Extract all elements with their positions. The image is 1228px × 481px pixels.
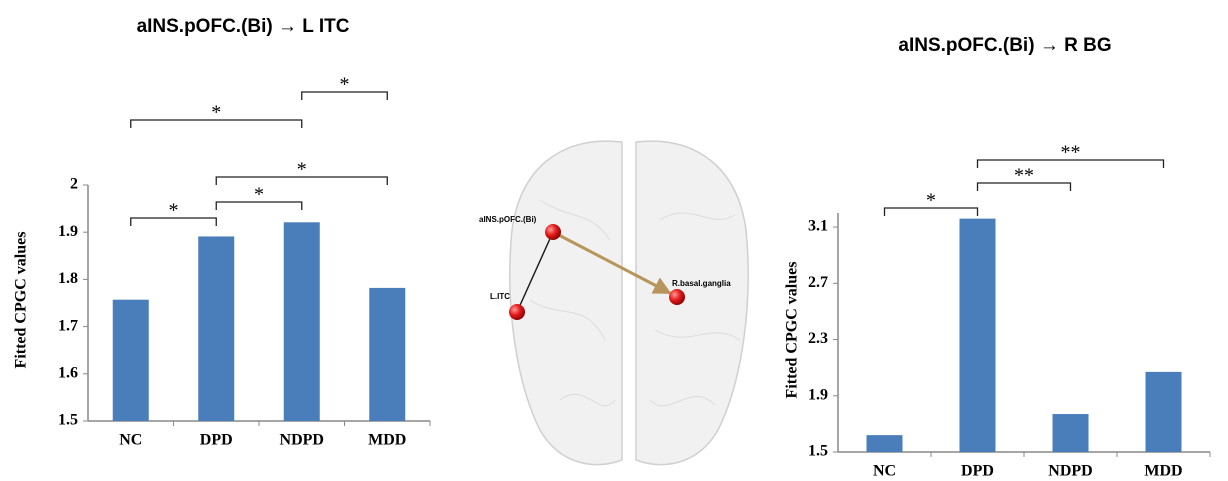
x-tick-label: MDD: [1144, 463, 1182, 480]
significance-label: *: [254, 184, 264, 206]
y-tick-label: 2.7: [808, 274, 828, 291]
bar: [867, 435, 903, 452]
y-tick-label: 2.3: [808, 330, 828, 347]
bar: [1146, 372, 1182, 452]
node-label: aINS.pOFC.(Bi): [479, 215, 537, 224]
significance-label: **: [1061, 142, 1081, 164]
y-axis-label: Fitted CPGC values: [784, 262, 801, 399]
bar: [1053, 414, 1089, 452]
bar: [284, 222, 320, 421]
y-tick-label: 1.6: [58, 364, 78, 381]
node-label: R.basal.ganglia: [672, 279, 731, 288]
significance-label: *: [926, 190, 936, 212]
x-tick-label: NDPD: [1048, 463, 1092, 480]
y-tick-label: 1.9: [808, 386, 828, 403]
chart-title: aINS.pOFC.(Bi) → R BG: [898, 35, 1111, 56]
chart-title: aINS.pOFC.(Bi) → L ITC: [137, 16, 350, 37]
x-tick-label: DPD: [961, 463, 994, 480]
x-tick-label: MDD: [368, 432, 406, 449]
brain-diagram: aINS.pOFC.(Bi) L.ITC R.basal.ganglia: [479, 141, 748, 464]
significance-label: **: [1014, 165, 1034, 187]
y-tick-label: 1.8: [58, 270, 78, 287]
bar: [198, 236, 234, 421]
y-tick-label: 3.1: [808, 218, 828, 235]
y-tick-label: 1.9: [58, 223, 78, 240]
bar: [113, 300, 149, 421]
bar: [369, 288, 405, 421]
significance-label: *: [169, 200, 179, 222]
x-tick-label: DPD: [200, 432, 233, 449]
significance-label: *: [211, 102, 221, 124]
y-axis-label: Fitted CPGC values: [13, 232, 30, 369]
y-tick-label: 2: [70, 176, 78, 193]
x-tick-label: NC: [119, 432, 142, 449]
bar: [960, 219, 996, 452]
y-tick-label: 1.5: [58, 412, 78, 429]
figure: aINS.pOFC.(Bi) L.ITC R.basal.ganglia aIN…: [0, 0, 1228, 481]
significance-label: *: [340, 74, 350, 96]
significance-label: *: [297, 159, 307, 181]
y-tick-label: 1.5: [808, 443, 828, 460]
x-tick-label: NC: [873, 463, 896, 480]
x-tick-label: NDPD: [280, 432, 324, 449]
y-tick-label: 1.7: [58, 317, 78, 334]
node-label: L.ITC: [490, 292, 510, 301]
